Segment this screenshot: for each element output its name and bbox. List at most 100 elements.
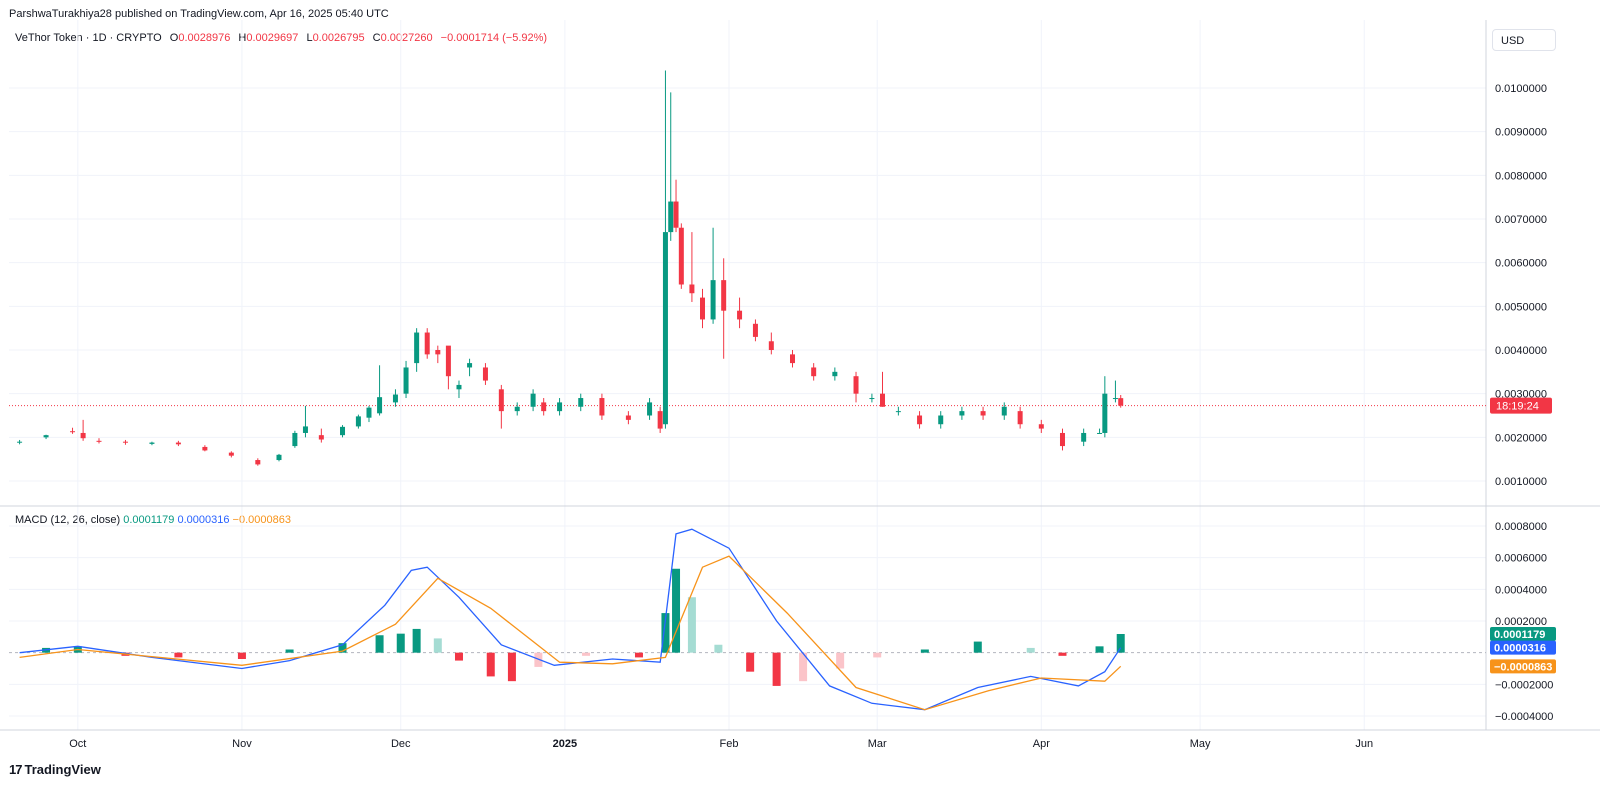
candle-body	[662, 232, 668, 425]
publisher-line: ParshwaTurakhiya28 published on TradingV…	[9, 8, 389, 20]
candle-body	[424, 332, 430, 355]
candle-body	[414, 332, 420, 364]
candle-body	[647, 402, 653, 416]
macd-line-badge-text: 0.0000316	[1494, 643, 1546, 655]
price-axis-tick: 0.0060000	[1495, 258, 1547, 270]
candle-body	[292, 432, 298, 447]
candle-body	[43, 435, 49, 438]
macd-histogram-bar	[1026, 647, 1035, 653]
macd-histogram-bar	[396, 633, 405, 653]
candle-body	[202, 446, 208, 451]
macd-histogram-bar	[237, 652, 246, 659]
candle-body	[302, 426, 308, 433]
candle-body	[853, 376, 859, 394]
candle-body	[700, 297, 706, 320]
candle-body	[530, 393, 536, 407]
candle-body	[557, 402, 563, 412]
candle-body	[445, 345, 451, 377]
macd-line	[19, 528, 1122, 711]
macd-legend: MACD (12, 26, close) 0.0001179 0.0000316…	[15, 514, 291, 526]
candle-body	[678, 227, 684, 285]
candle-body	[657, 411, 663, 429]
candle-body	[625, 415, 631, 420]
macd-histogram-bar	[486, 652, 495, 677]
candle-body	[377, 397, 383, 414]
candle-body	[175, 442, 181, 445]
price-axis-tick: 0.0020000	[1495, 432, 1547, 444]
macd-histogram-bar	[746, 652, 755, 672]
candle-body	[392, 394, 398, 403]
candle-body	[959, 411, 965, 416]
macd-axis-tick: 0.0004000	[1495, 584, 1547, 596]
candle-body	[17, 441, 23, 443]
tradingview-logo-icon: 17	[9, 762, 23, 777]
symbol-label: VeThor Token · 1D · CRYPTO	[15, 32, 162, 44]
candle-body	[70, 431, 76, 433]
macd-title: MACD (12, 26, close)	[15, 514, 121, 526]
time-axis-tick: Dec	[391, 738, 411, 750]
low-value: 0.0026795	[312, 32, 365, 44]
candle-body	[435, 350, 441, 355]
macd-histogram-bar	[672, 568, 681, 653]
candle-body	[514, 406, 520, 412]
macd-histogram-bar	[873, 652, 882, 658]
close-label: C	[372, 32, 381, 44]
candle-body	[789, 354, 795, 364]
candle-body	[96, 440, 102, 442]
candle-body	[938, 415, 944, 425]
price-axis-tick: 0.0040000	[1495, 345, 1547, 357]
candle-body	[255, 460, 261, 465]
candle-body	[917, 415, 923, 425]
price-axis-tick: 0.0080000	[1495, 170, 1547, 182]
current-price-badge	[1490, 397, 1552, 414]
macd-axis-tick: 0.0002000	[1495, 616, 1547, 628]
candle-body	[811, 367, 817, 377]
macd-line-badge	[1490, 640, 1556, 655]
candle-body	[832, 371, 838, 377]
price-axis-tick: 0.0090000	[1495, 127, 1547, 139]
candle-body	[228, 452, 234, 456]
macd-histogram-bar	[973, 641, 982, 653]
candle-body	[149, 442, 155, 444]
macd-histogram-bar	[661, 613, 670, 653]
candle-body	[768, 341, 774, 350]
macd-histogram-bar	[1095, 646, 1104, 653]
candle-body	[541, 402, 547, 412]
macd-histogram-bar	[836, 652, 845, 669]
macd-histogram-bar	[285, 649, 294, 653]
candle-body	[1118, 398, 1124, 406]
macd-histogram-bar	[412, 628, 421, 653]
time-axis-tick: 2025	[553, 738, 577, 750]
signal-line	[19, 555, 1122, 711]
time-axis-tick: Oct	[69, 738, 86, 750]
price-axis-tick: 0.0070000	[1495, 214, 1547, 226]
macd-histogram-bar	[714, 644, 723, 653]
macd-histogram-bar	[799, 652, 808, 682]
macd-histogram-bar	[174, 652, 183, 658]
open-label: O	[169, 32, 179, 44]
brand-name: TradingView	[24, 762, 101, 777]
high-value: 0.0029697	[246, 32, 299, 44]
change-value: −0.0001714 (−5.92%)	[440, 32, 548, 44]
candle-body	[1059, 432, 1065, 447]
price-axis-tick: 0.0050000	[1495, 301, 1547, 313]
time-axis-tick: Mar	[868, 738, 887, 750]
time-axis-tick: Jun	[1355, 738, 1373, 750]
candle-body	[498, 389, 504, 412]
macd-axis-tick: −0.0004000	[1495, 711, 1553, 723]
candle-body	[467, 363, 473, 368]
candle-body	[340, 426, 346, 436]
candle-body	[689, 284, 695, 294]
candle-body	[710, 280, 716, 320]
candle-body	[578, 398, 584, 407]
macd-histogram-bar	[920, 649, 929, 653]
candle-body	[752, 323, 758, 337]
candle-body	[80, 432, 86, 439]
macd-histogram-bar	[454, 652, 463, 661]
candle-body	[122, 441, 128, 443]
footer-brand[interactable]: 17 TradingView	[9, 762, 101, 777]
macd-histogram-bar	[375, 635, 384, 653]
macd-hist-badge-text: 0.0001179	[1494, 629, 1545, 641]
currency-button[interactable]: USD	[1492, 29, 1556, 51]
